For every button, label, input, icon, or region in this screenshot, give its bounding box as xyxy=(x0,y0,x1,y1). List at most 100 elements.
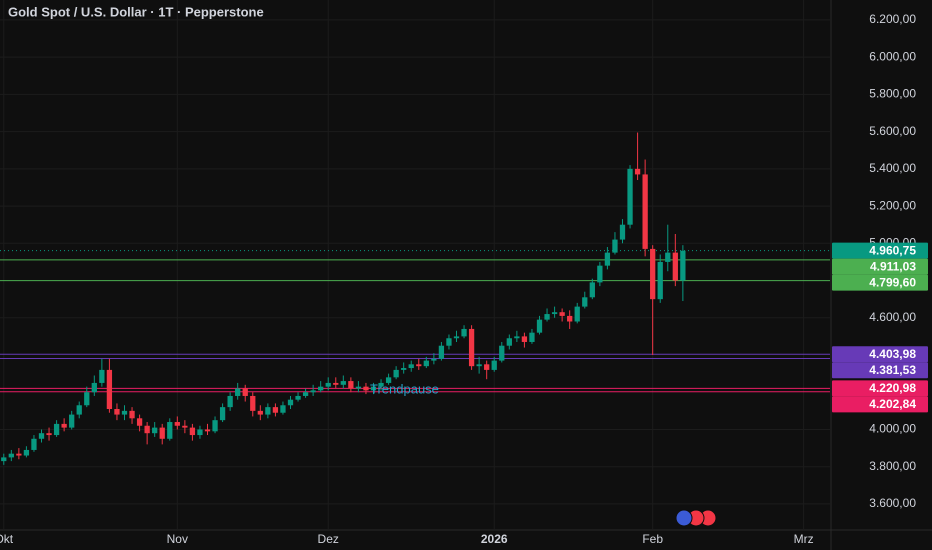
candle-body xyxy=(634,168,641,175)
candle-body xyxy=(604,252,611,266)
candle-body xyxy=(355,386,362,389)
candle-body xyxy=(423,360,429,367)
candle-body xyxy=(370,386,377,391)
candle-body xyxy=(106,369,113,409)
y-tick-label: 5.400,00 xyxy=(869,161,916,175)
candle-body xyxy=(182,425,188,428)
candle-body xyxy=(627,168,633,225)
levels xyxy=(0,250,830,393)
level-label: 4.799,60 xyxy=(869,275,916,289)
candle-body xyxy=(212,420,218,432)
candle-body xyxy=(1,457,7,462)
candle-body xyxy=(529,332,535,342)
candle-body xyxy=(174,422,180,426)
candle-body xyxy=(340,381,346,385)
candle-body xyxy=(619,224,626,240)
level-label-box xyxy=(832,346,928,363)
candle-body xyxy=(61,423,67,428)
y-tick-label: 6.200,00 xyxy=(869,12,916,26)
candle-body xyxy=(665,252,671,262)
level-label: 4.911,03 xyxy=(870,259,916,273)
candle-body xyxy=(484,364,490,370)
candle-body xyxy=(129,410,135,419)
candle-body xyxy=(204,429,211,432)
labels: 3.600,003.800,004.000,004.600,005.000,00… xyxy=(0,12,928,546)
x-tick-label: Dez xyxy=(318,532,339,546)
candle-body xyxy=(325,382,331,387)
candle-body xyxy=(16,453,22,456)
candle-body xyxy=(657,261,663,300)
level-label: 4.220,98 xyxy=(869,381,916,395)
candle-body xyxy=(235,388,241,396)
x-tick-label: Mrz xyxy=(794,532,814,546)
candle-body xyxy=(393,369,399,378)
candle-body xyxy=(310,390,316,393)
candle-body xyxy=(551,312,558,315)
level-label: 4.960,75 xyxy=(869,243,916,257)
candle-body xyxy=(265,407,271,415)
chart-title: Gold Spot / U.S. Dollar · 1T · Peppersto… xyxy=(8,4,264,19)
candle-body xyxy=(114,408,120,415)
candle-body xyxy=(136,418,143,426)
candle-body xyxy=(144,425,150,434)
y-tick-label: 5.200,00 xyxy=(869,198,916,212)
candle-body xyxy=(280,405,286,413)
candle-body xyxy=(91,382,97,393)
candle-body xyxy=(476,364,482,367)
candle-body xyxy=(219,407,226,421)
level-label-box xyxy=(832,274,928,291)
candle-body xyxy=(431,358,437,361)
candle-body xyxy=(257,410,263,415)
event-icons[interactable] xyxy=(675,509,717,527)
candle-body xyxy=(99,369,105,383)
y-tick-label: 6.000,00 xyxy=(869,49,916,63)
level-label-box xyxy=(832,258,928,275)
candle-body xyxy=(31,438,37,450)
candle-body xyxy=(650,248,656,300)
x-tick-label: 2026 xyxy=(481,532,508,546)
candle-body xyxy=(612,239,618,253)
candle-body xyxy=(446,338,452,346)
level-label-box xyxy=(832,362,928,379)
y-tick-label: 3.600,00 xyxy=(869,496,916,510)
candle-body xyxy=(295,395,301,400)
candle-body xyxy=(197,429,203,436)
candle-body xyxy=(416,364,422,367)
candle-body xyxy=(536,319,543,333)
candle-body xyxy=(227,395,233,408)
y-tick-label: 5.800,00 xyxy=(869,87,916,101)
candle-body xyxy=(23,449,30,456)
candle-body xyxy=(167,422,173,439)
candle-body xyxy=(302,392,309,396)
candle-body xyxy=(189,427,196,436)
candle-body xyxy=(521,336,528,342)
candle-body xyxy=(544,314,550,320)
candle-body xyxy=(363,386,369,391)
level-label-box xyxy=(832,242,928,259)
candle-body xyxy=(385,377,392,383)
candle-body xyxy=(461,328,467,337)
x-tick-label: Nov xyxy=(167,532,188,546)
candle-body xyxy=(76,405,82,415)
candle-body xyxy=(250,395,256,411)
candle-body xyxy=(574,306,580,322)
candle-body xyxy=(680,250,686,281)
candle-body xyxy=(242,388,248,396)
candle-body xyxy=(38,433,45,439)
candle-body xyxy=(84,392,90,406)
x-tick-label: Feb xyxy=(642,532,663,546)
candle-body xyxy=(53,423,60,436)
candle-body xyxy=(69,414,75,428)
candle-body xyxy=(468,328,475,367)
level-label-box xyxy=(832,396,928,413)
event-icon[interactable] xyxy=(675,509,693,527)
level-label: 4.403,98 xyxy=(869,347,916,361)
candle-body xyxy=(152,427,158,434)
candle-body xyxy=(8,453,14,458)
candle-body xyxy=(589,282,595,298)
candle-body xyxy=(567,315,573,322)
candle-body xyxy=(499,345,505,361)
